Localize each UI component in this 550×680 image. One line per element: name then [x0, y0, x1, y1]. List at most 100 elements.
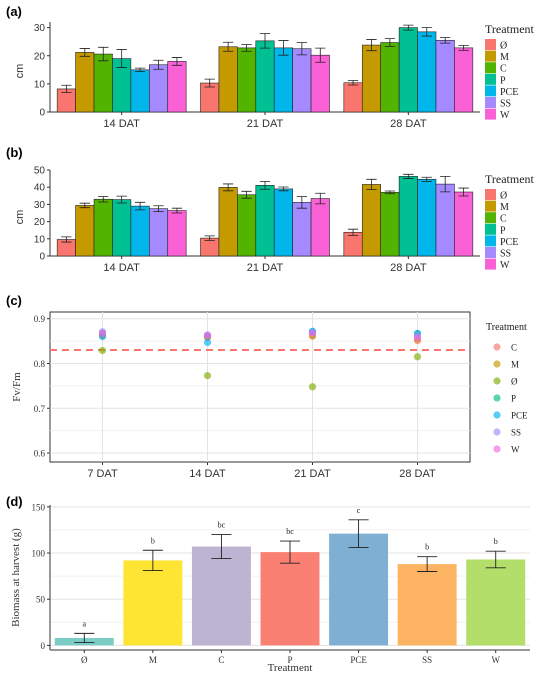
x-tick-label: PCE — [350, 655, 367, 665]
legend-key-C — [493, 343, 501, 351]
error-bar — [204, 235, 215, 241]
error-bar — [458, 44, 469, 51]
legend-key-Ø — [485, 39, 496, 50]
error-bar — [279, 540, 301, 564]
error-bar — [74, 632, 95, 644]
y-tick-label: 0.7 — [34, 404, 46, 414]
error-bar — [366, 39, 377, 52]
legend-label: M — [500, 202, 509, 213]
x-tick-label: 28 DAT — [390, 262, 427, 274]
y-tick-label: 100 — [32, 549, 46, 559]
bar-M — [361, 184, 381, 257]
legend-label: P — [511, 394, 516, 404]
x-tick-label: P — [287, 655, 292, 665]
legend-label: SS — [500, 249, 511, 260]
error-bar — [61, 84, 72, 93]
error-bar — [315, 47, 326, 63]
bar-SS — [149, 64, 169, 113]
plot-area — [49, 311, 471, 463]
error-bar — [278, 186, 289, 192]
bar-M — [361, 44, 381, 113]
bar-C — [237, 47, 257, 113]
legend-key-PCE — [485, 235, 496, 247]
error-bar — [204, 78, 215, 88]
y-tick-label: 0 — [41, 641, 46, 651]
legend-title: Treatment — [485, 172, 535, 186]
legend-key-SS — [493, 428, 501, 436]
bar-SS — [292, 48, 312, 113]
error-bar — [485, 550, 506, 569]
panel-label: (d) — [6, 494, 23, 509]
legend-label: C — [500, 214, 507, 225]
bar-M — [75, 52, 95, 113]
y-axis-label: Biomass at harvest (g) — [10, 528, 22, 627]
error-bar — [259, 180, 271, 190]
y-tick-label: 50 — [36, 595, 46, 605]
error-bar — [241, 44, 252, 52]
x-tick-label: 14 DAT — [103, 118, 140, 130]
error-bar — [296, 42, 308, 56]
bar-P — [255, 185, 275, 257]
bar-SS — [149, 208, 169, 257]
error-bar — [171, 207, 183, 214]
bar-P — [398, 176, 418, 257]
legend-key-Ø — [493, 377, 501, 385]
bar-P — [260, 552, 320, 646]
bar-PCE — [130, 69, 150, 113]
legend-label: Ø — [500, 41, 507, 52]
error-bar — [153, 205, 164, 213]
point-Ø — [308, 383, 317, 391]
legend-key-SS — [485, 97, 496, 108]
error-bar — [315, 192, 326, 205]
legend-key-P — [493, 394, 501, 402]
y-tick-label: 30 — [34, 23, 46, 34]
bar-PCE — [273, 188, 293, 257]
error-bar — [278, 40, 289, 56]
panel-label: (c) — [6, 293, 22, 308]
legend-key-SS — [485, 247, 496, 258]
bar-Ø — [200, 82, 220, 113]
error-bar — [417, 556, 438, 572]
bar-C — [191, 546, 251, 646]
y-tick-label: 10 — [34, 234, 46, 245]
legend-key-M — [485, 200, 496, 212]
x-axis-label: Treatment — [268, 662, 313, 674]
error-bar — [403, 173, 414, 179]
point-W — [203, 332, 212, 340]
y-tick-label: 20 — [34, 51, 46, 62]
error-bar — [458, 187, 469, 197]
bar-Ø — [343, 231, 363, 257]
legend-key-M — [493, 360, 501, 368]
bar-C — [380, 192, 400, 257]
bar-SS — [435, 183, 455, 257]
bar-W — [310, 54, 330, 113]
legend-key-W — [485, 258, 496, 270]
significance-letter: b — [425, 543, 429, 552]
significance-letter: b — [494, 537, 498, 546]
legend-label: Ø — [511, 377, 518, 387]
legend-key-M — [485, 50, 496, 62]
legend-key-W — [493, 445, 501, 453]
point-W — [98, 329, 107, 338]
legend-label: PCE — [500, 237, 518, 248]
x-tick-label: 21 DAT — [247, 118, 284, 130]
y-tick-label: 40 — [34, 183, 46, 194]
bar-SS — [397, 564, 457, 646]
x-tick-label: 28 DAT — [399, 468, 436, 480]
bar-M — [218, 46, 238, 113]
legend-title: Treatment — [486, 322, 527, 333]
error-bar — [384, 38, 396, 47]
error-bar — [153, 59, 164, 70]
bar-W — [167, 61, 187, 113]
legend-label: SS — [500, 99, 511, 110]
legend-label: C — [500, 64, 507, 75]
error-bar — [366, 178, 377, 191]
legend-label: P — [500, 75, 506, 86]
significance-letter: bc — [286, 527, 294, 536]
bar-PCE — [130, 205, 150, 257]
error-bar — [116, 195, 127, 204]
legend-key-PCE — [485, 85, 496, 97]
error-bar — [98, 196, 109, 203]
x-tick-label: 14 DAT — [103, 262, 140, 274]
